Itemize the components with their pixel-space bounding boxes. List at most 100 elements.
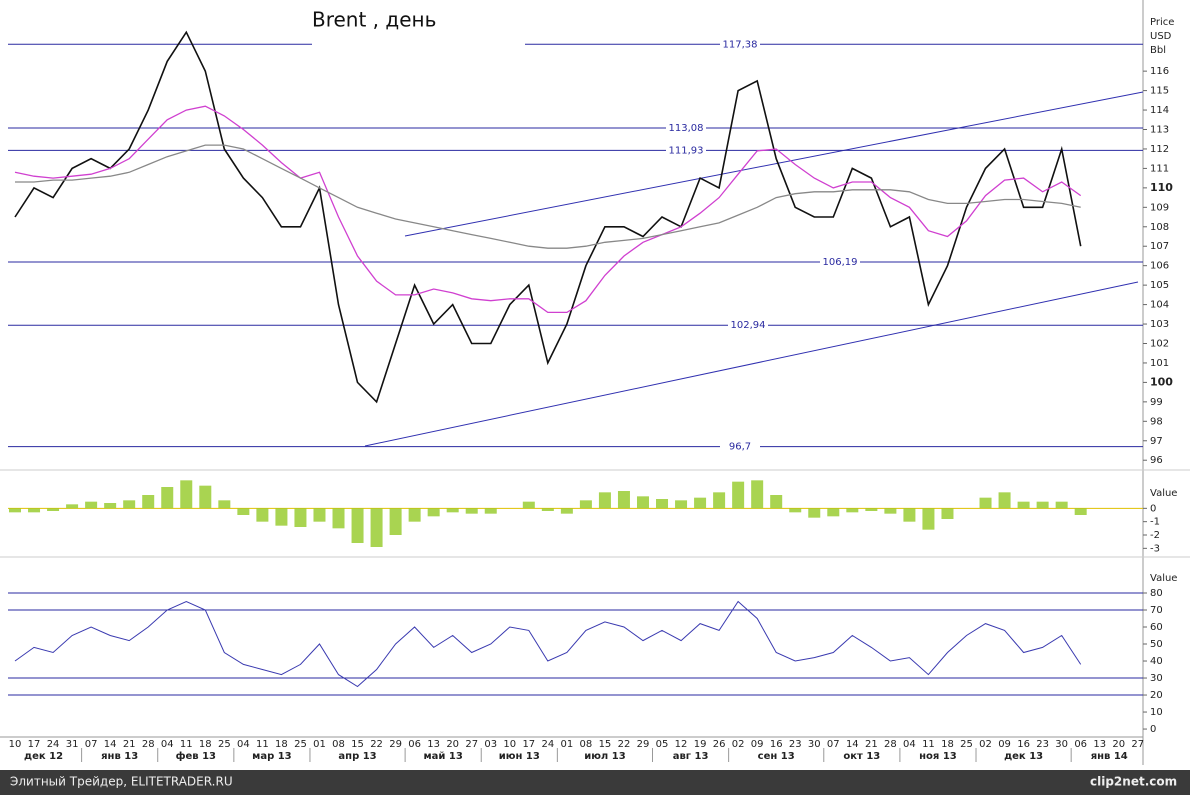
month-label: янв 13 — [101, 751, 138, 762]
x-tick-label: 04 — [237, 739, 250, 750]
axis-label: Value — [1150, 488, 1177, 499]
x-tick-label: 10 — [9, 739, 22, 750]
y-tick-label: -3 — [1150, 543, 1160, 554]
month-label: июл 13 — [584, 751, 625, 762]
month-label: окт 13 — [843, 751, 880, 762]
x-tick-label: 06 — [408, 739, 421, 750]
trend-line — [364, 281, 1139, 447]
x-tick-label: 17 — [522, 739, 535, 750]
y-tick-label: 96 — [1150, 455, 1163, 466]
y-tick-label: 108 — [1150, 222, 1169, 233]
bar — [979, 497, 992, 509]
y-tick-label: 0 — [1150, 724, 1156, 735]
footer-bar — [0, 770, 1190, 795]
x-tick-label: 22 — [618, 739, 631, 750]
bar — [9, 508, 21, 513]
x-tick-label: 16 — [770, 739, 783, 750]
level-label-bg — [728, 319, 768, 332]
month-label: янв 14 — [1091, 751, 1128, 762]
x-tick-label: 01 — [561, 739, 574, 750]
y-tick-label: 103 — [1150, 319, 1169, 330]
month-label: май 13 — [424, 751, 463, 762]
level-label-bg — [720, 38, 760, 51]
y-tick-label: 80 — [1150, 588, 1163, 599]
bar — [922, 508, 935, 530]
trend-line — [404, 91, 1144, 237]
x-tick-label: 23 — [789, 739, 802, 750]
bar — [313, 508, 326, 522]
y-tick-label: 114 — [1150, 105, 1169, 116]
bar — [941, 508, 954, 519]
series-line — [14, 30, 1082, 404]
bar — [732, 481, 745, 509]
month-label: фев 13 — [176, 750, 216, 762]
bar — [694, 497, 707, 509]
bar — [218, 500, 231, 509]
bar — [351, 508, 364, 543]
x-tick-label: 11 — [922, 739, 935, 750]
x-tick-label: 27 — [465, 739, 478, 750]
x-tick-label: 21 — [865, 739, 878, 750]
x-tick-label: 24 — [47, 739, 60, 750]
footer-source: Элитный Трейдер, ELITETRADER.RU — [10, 775, 233, 789]
x-tick-label: 08 — [580, 739, 593, 750]
x-tick-label: 18 — [941, 739, 954, 750]
month-label: авг 13 — [673, 751, 709, 762]
bar — [180, 480, 193, 509]
y-tick-label: 100 — [1150, 375, 1173, 388]
bar — [675, 500, 688, 509]
level-label: 102,94 — [731, 320, 766, 331]
bar — [66, 504, 79, 509]
x-tick-label: 01 — [313, 739, 326, 750]
y-tick-label: 113 — [1150, 125, 1169, 136]
x-tick-label: 09 — [751, 739, 764, 750]
bar — [751, 480, 764, 509]
bar — [656, 499, 669, 509]
level-label-bg — [666, 144, 706, 157]
level-label-bg — [720, 440, 760, 453]
bar — [884, 508, 897, 514]
bar — [846, 508, 859, 513]
bar — [808, 508, 821, 518]
y-tick-label: 10 — [1150, 707, 1163, 718]
bar — [28, 508, 41, 513]
bar — [427, 508, 440, 517]
y-tick-label: 106 — [1150, 261, 1169, 272]
x-tick-label: 24 — [541, 739, 554, 750]
x-tick-label: 15 — [351, 739, 364, 750]
bar — [579, 500, 592, 509]
x-tick-label: 31 — [66, 739, 79, 750]
y-tick-label: 50 — [1150, 639, 1163, 650]
bar — [827, 508, 840, 517]
bar — [85, 501, 98, 509]
x-tick-label: 02 — [732, 739, 745, 750]
bar — [998, 492, 1011, 509]
bar — [123, 500, 136, 509]
x-tick-label: 29 — [389, 739, 402, 750]
x-tick-label: 18 — [275, 739, 288, 750]
y-tick-label: 112 — [1150, 144, 1169, 155]
bar — [713, 492, 726, 509]
x-tick-label: 12 — [675, 739, 688, 750]
y-tick-label: 97 — [1150, 436, 1163, 447]
x-tick-label: 25 — [960, 739, 973, 750]
bar — [161, 487, 174, 509]
bar — [1074, 508, 1087, 515]
x-tick-label: 03 — [484, 739, 497, 750]
bar — [142, 495, 155, 509]
y-tick-label: 105 — [1150, 280, 1169, 291]
axis-label: Value — [1150, 573, 1177, 584]
axis-label: USD — [1150, 31, 1172, 42]
month-label: апр 13 — [338, 751, 376, 762]
y-tick-label: 116 — [1150, 66, 1169, 77]
bar — [770, 495, 783, 509]
month-label: мар 13 — [252, 751, 292, 762]
x-tick-label: 23 — [1036, 739, 1049, 750]
series-line — [14, 105, 1082, 314]
bar — [47, 508, 60, 511]
x-tick-label: 14 — [846, 739, 859, 750]
y-tick-label: 99 — [1150, 397, 1163, 408]
bar — [560, 508, 573, 514]
x-tick-label: 20 — [1112, 739, 1125, 750]
